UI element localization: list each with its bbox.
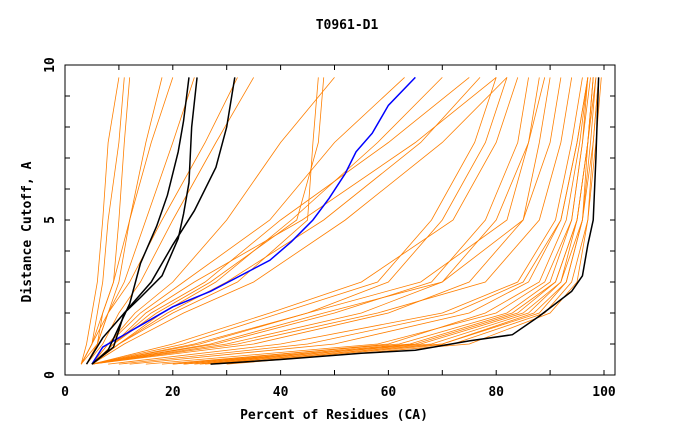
model-curve-5: [86, 77, 163, 365]
model-curve-14: [91, 77, 508, 365]
model-curve-39: [118, 77, 589, 365]
model-curve-35: [205, 77, 600, 365]
highlight-curve-4: [85, 77, 236, 365]
x-tick-label: 40: [273, 385, 289, 400]
model-curve-29: [215, 77, 600, 365]
model-curve-22: [91, 77, 562, 365]
model-curve-18: [91, 77, 497, 365]
y-tick-label: 5: [43, 216, 58, 224]
model-curve-6: [80, 77, 238, 365]
model-curve-24: [91, 77, 551, 365]
highlight-curve-3: [91, 77, 198, 365]
x-tick-label: 0: [61, 385, 69, 400]
model-curve-1: [80, 77, 120, 365]
series-layer: [80, 76, 602, 365]
model-curve-11: [91, 77, 405, 365]
chart-title: T0961-D1: [316, 18, 379, 33]
model-curve-33: [145, 77, 589, 365]
model-curve-21: [91, 77, 519, 365]
model-curve-23: [91, 77, 573, 365]
model-curve-34: [172, 77, 589, 365]
ticks-layer: 0 20 40 60 80 100 0 5 10: [43, 57, 616, 400]
x-tick-label: 60: [381, 385, 397, 400]
model-curve-19: [91, 77, 546, 365]
y-tick-label: 0: [43, 371, 58, 379]
model-curve-37: [183, 77, 597, 365]
model-curve-9: [91, 77, 443, 365]
y-tick-label: 10: [43, 57, 58, 73]
model-curve-7: [86, 77, 254, 365]
model-curve-13: [91, 77, 325, 365]
highlight-curve-0: [210, 77, 600, 365]
plot-frame: [64, 64, 616, 376]
model-curve-25: [91, 77, 540, 365]
model-curve-28: [172, 77, 594, 365]
model-curve-15: [91, 77, 335, 365]
highlight-curve-1: [91, 76, 416, 365]
model-curve-20: [91, 77, 529, 365]
x-tick-label: 20: [165, 385, 181, 400]
highlight-curve-2: [91, 77, 190, 365]
model-curve-17: [91, 77, 508, 365]
y-axis-label: Distance Cutoff, A: [20, 161, 35, 302]
x-tick-label: 80: [488, 385, 504, 400]
model-curve-38: [108, 77, 583, 365]
x-axis-label: Percent of Residues (CA): [240, 408, 428, 423]
x-tick-label: 100: [592, 385, 616, 400]
